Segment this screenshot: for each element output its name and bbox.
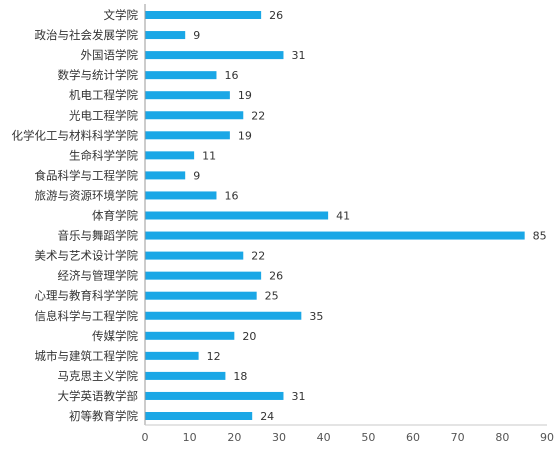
bar-17 [145, 331, 235, 340]
bar-19 [145, 371, 226, 380]
data-label: 31 [291, 390, 305, 403]
data-label: 25 [265, 290, 279, 303]
bar-21 [145, 412, 253, 420]
category-label: 数学与统计学院 [58, 68, 139, 82]
bar-7 [145, 131, 230, 140]
data-label: 41 [336, 210, 350, 223]
category-label: 化学化工与材料科学学院 [12, 128, 139, 142]
data-label: 9 [193, 169, 200, 182]
x-tick-label: 50 [361, 431, 375, 444]
data-label: 85 [533, 230, 547, 243]
category-label: 机电工程学院 [69, 88, 138, 102]
bar-4 [145, 71, 217, 80]
category-label: 城市与建筑工程学院 [35, 349, 139, 363]
data-label: 9 [193, 29, 200, 42]
data-label: 19 [238, 129, 252, 142]
bar-5 [145, 91, 230, 100]
data-label: 22 [251, 109, 265, 122]
category-label: 心理与教育科学学院 [35, 289, 139, 303]
category-label: 食品科学与工程学院 [35, 168, 139, 182]
category-label: 文学院 [104, 8, 139, 22]
category-label: 大学英语教学部 [58, 389, 139, 403]
labels-layer: 文学院 26 政治与社会发展学院 9 外国语学院 31 数学与统计学院 16 机电工程学院 19 光… [12, 8, 547, 423]
bar-11 [145, 211, 329, 220]
data-label: 31 [291, 49, 305, 62]
x-tick-label: 90 [540, 431, 554, 444]
bar-6 [145, 111, 244, 120]
category-label: 信息科学与工程学院 [35, 309, 139, 323]
x-tick-label: 10 [183, 431, 197, 444]
category-label: 传媒学院 [92, 329, 138, 343]
category-label: 光电工程学院 [69, 108, 138, 122]
bar-1 [145, 11, 262, 19]
x-tick-label: 60 [406, 431, 420, 444]
x-tick-label: 80 [495, 431, 509, 444]
category-label: 外国语学院 [81, 48, 139, 62]
bar-20 [145, 391, 284, 400]
x-tick-label: 30 [272, 431, 286, 444]
category-label: 经济与管理学院 [58, 269, 139, 283]
category-label: 音乐与舞蹈学院 [58, 229, 139, 243]
bar-2 [145, 31, 186, 40]
category-label: 马克思主义学院 [58, 369, 139, 383]
data-label: 26 [269, 9, 283, 22]
category-label: 美术与艺术设计学院 [35, 249, 139, 263]
category-label: 体育学院 [92, 209, 138, 223]
bar-8 [145, 151, 195, 160]
category-label: 政治与社会发展学院 [35, 28, 139, 42]
x-tick-label: 20 [227, 431, 241, 444]
bar-13 [145, 251, 244, 260]
data-label: 24 [260, 410, 274, 423]
bar-14 [145, 271, 262, 280]
bar-12 [145, 231, 525, 240]
data-label: 26 [269, 270, 283, 283]
bar-15 [145, 291, 257, 300]
category-label: 生命科学学院 [69, 148, 138, 162]
axis-layer: 0 10 20 30 40 50 60 70 80 90 [142, 4, 554, 444]
data-label: 12 [207, 350, 221, 363]
bar-18 [145, 351, 199, 360]
data-label: 19 [238, 89, 252, 102]
category-label: 初等教育学院 [69, 409, 138, 423]
data-label: 20 [242, 330, 256, 343]
bar-16 [145, 311, 302, 320]
data-label: 11 [202, 149, 216, 162]
bar-10 [145, 191, 217, 200]
category-label: 旅游与资源环境学院 [35, 188, 139, 202]
data-label: 16 [224, 189, 238, 202]
bars-layer [145, 11, 525, 420]
x-tick-label: 70 [451, 431, 465, 444]
data-label: 22 [251, 250, 265, 263]
data-label: 35 [309, 310, 323, 323]
data-label: 18 [233, 370, 247, 383]
bar-3 [145, 51, 284, 60]
data-label: 16 [224, 69, 238, 82]
x-tick-label: 40 [317, 431, 331, 444]
bar-9 [145, 171, 186, 180]
x-tick-label: 0 [142, 431, 149, 444]
